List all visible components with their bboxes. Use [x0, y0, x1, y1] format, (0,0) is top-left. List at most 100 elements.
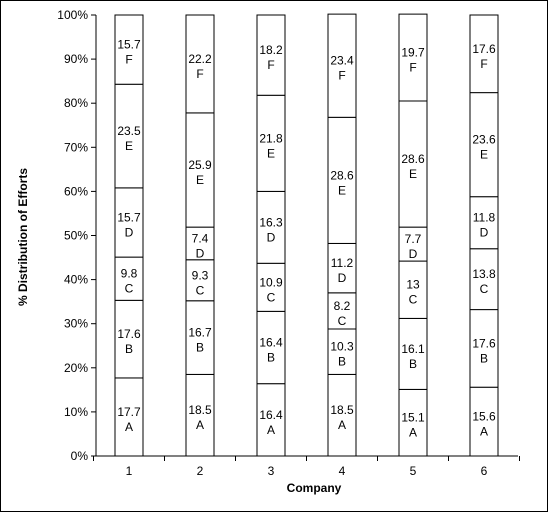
bar-segment-e: [256, 94, 286, 192]
bar-segment-name: E: [338, 183, 346, 197]
bar-value-label: 23.6: [472, 133, 496, 147]
bar-value-label: 11.2: [331, 256, 354, 270]
x-tick-label: 2: [197, 464, 204, 478]
y-tick-label: 10%: [64, 405, 88, 419]
bar-segment-name: B: [480, 351, 488, 365]
bar-value-label: 11.8: [473, 211, 496, 225]
bar-value-label: 22.2: [188, 52, 212, 66]
bar-segment-name: C: [480, 282, 489, 296]
bar-value-label: 9.3: [192, 268, 209, 282]
x-tick-label: 3: [268, 464, 275, 478]
bar-segment-f: [469, 14, 499, 94]
bar-value-label: 16.4: [259, 336, 283, 350]
bar-segment-name: C: [267, 290, 276, 304]
bar-segment-name: D: [409, 247, 418, 261]
bar-segment-name: A: [480, 425, 488, 439]
bar-segment-name: F: [409, 61, 416, 75]
bar-value-label: 15.7: [117, 38, 141, 52]
bar-segment-name: B: [409, 357, 417, 371]
bar-segment-c: [185, 259, 215, 302]
bar-segment-f: [327, 13, 357, 118]
bar-segment-name: E: [480, 148, 488, 162]
bar-segment-name: C: [125, 282, 134, 296]
bar-segment-e: [469, 92, 499, 198]
bar-stack-company-2: 18.5A 16.7B 9.3C 7.4D 25.9E 22.2F: [185, 14, 215, 457]
bar-segment-name: D: [480, 226, 489, 240]
bar-segment-c: [114, 256, 144, 301]
bar-segment-b: [114, 299, 144, 379]
bar-segment-name: A: [125, 420, 133, 434]
bar-segment-f: [114, 14, 144, 85]
bar-value-label: 15.7: [117, 210, 141, 224]
y-tick-label: 0%: [71, 449, 89, 463]
bar-value-label: 25.9: [188, 158, 212, 172]
bar-value-label: 15.1: [401, 411, 425, 425]
bar-segment-f: [256, 14, 286, 96]
bar-segment-b: [398, 317, 428, 390]
y-tick-label: 50%: [64, 229, 88, 243]
bar-segment-a: [469, 386, 499, 457]
bar-segment-b: [469, 309, 499, 388]
bar-segment-name: D: [338, 271, 347, 285]
bar-segment-a: [114, 377, 144, 457]
bar-segment-name: A: [196, 418, 204, 432]
bar-segment-c: [256, 262, 286, 312]
bar-segment-name: C: [409, 293, 418, 307]
bars: 17.7A17.6B9.8C15.7D23.5E15.7F18.5A16.7B9…: [114, 13, 499, 457]
bar-segment-d: [327, 242, 357, 294]
y-tick-label: 90%: [64, 52, 88, 66]
bar-value-label: 7.4: [192, 231, 209, 245]
bar-segment-name: F: [267, 58, 274, 72]
y-tick-label: 30%: [64, 317, 88, 331]
bar-value-label: 19.7: [401, 46, 425, 60]
bar-segment-name: C: [338, 314, 347, 328]
bar-segment-name: F: [480, 57, 487, 71]
bar-segment-name: A: [338, 418, 346, 432]
bar-segment-name: D: [125, 225, 134, 239]
bar-segment-name: A: [409, 426, 417, 440]
bar-value-label: 28.6: [330, 168, 354, 182]
bar-value-label: 28.6: [401, 152, 425, 166]
bar-value-label: 7.7: [405, 232, 422, 246]
y-tick-label: 20%: [64, 361, 88, 375]
bar-segment-name: B: [125, 342, 133, 356]
y-tick-label: 80%: [64, 96, 88, 110]
y-axis: 0% 10% 20% 30% 40% 50% 60% 70% 80% 90% 100%: [57, 8, 97, 463]
bar-segment-name: F: [196, 67, 203, 81]
bar-segment-name: D: [267, 230, 276, 244]
bar-value-label: 16.3: [259, 215, 283, 229]
bar-segment-f: [398, 13, 428, 102]
y-tick-label: 70%: [64, 140, 88, 154]
bar-segment-name: F: [125, 53, 132, 67]
bar-segment-b: [327, 328, 357, 375]
bar-segment-e: [185, 112, 215, 228]
bar-segment-name: E: [196, 173, 204, 187]
y-axis-title: % Distribution of Efforts: [16, 168, 30, 306]
bar-segment-e: [114, 83, 144, 189]
bar-segment-name: E: [409, 167, 417, 181]
bar-segment-c: [469, 248, 499, 311]
bar-segment-b: [256, 310, 286, 385]
bar-segment-b: [185, 300, 215, 375]
bar-segment-e: [398, 100, 428, 228]
bar-segment-name: C: [196, 283, 205, 297]
bar-segment-e: [327, 116, 357, 244]
bar-segment-a: [256, 383, 286, 457]
x-axis: 1 2 3 4 5 6: [93, 455, 520, 478]
x-tick-label: 6: [481, 464, 488, 478]
bar-stack-company-5: 15.1A 16.1B 13C 7.7D 28.6E 19.7F: [398, 13, 428, 457]
x-tick-label: 5: [410, 464, 417, 478]
bar-value-label: 18.2: [259, 43, 283, 57]
bar-segment-name: A: [267, 423, 275, 437]
bar-value-label: 10.3: [330, 340, 354, 354]
bar-value-label: 17.6: [117, 327, 141, 341]
bar-segment-d: [114, 187, 144, 258]
bar-stack-company-4: 18.5A 10.3B 8.2C 11.2D 28.6E 23.4F: [327, 13, 357, 457]
bar-value-label: 13: [406, 278, 420, 292]
bar-segment-name: B: [267, 351, 275, 365]
bar-value-label: 18.5: [330, 403, 354, 417]
bar-value-label: 13.8: [472, 267, 496, 281]
